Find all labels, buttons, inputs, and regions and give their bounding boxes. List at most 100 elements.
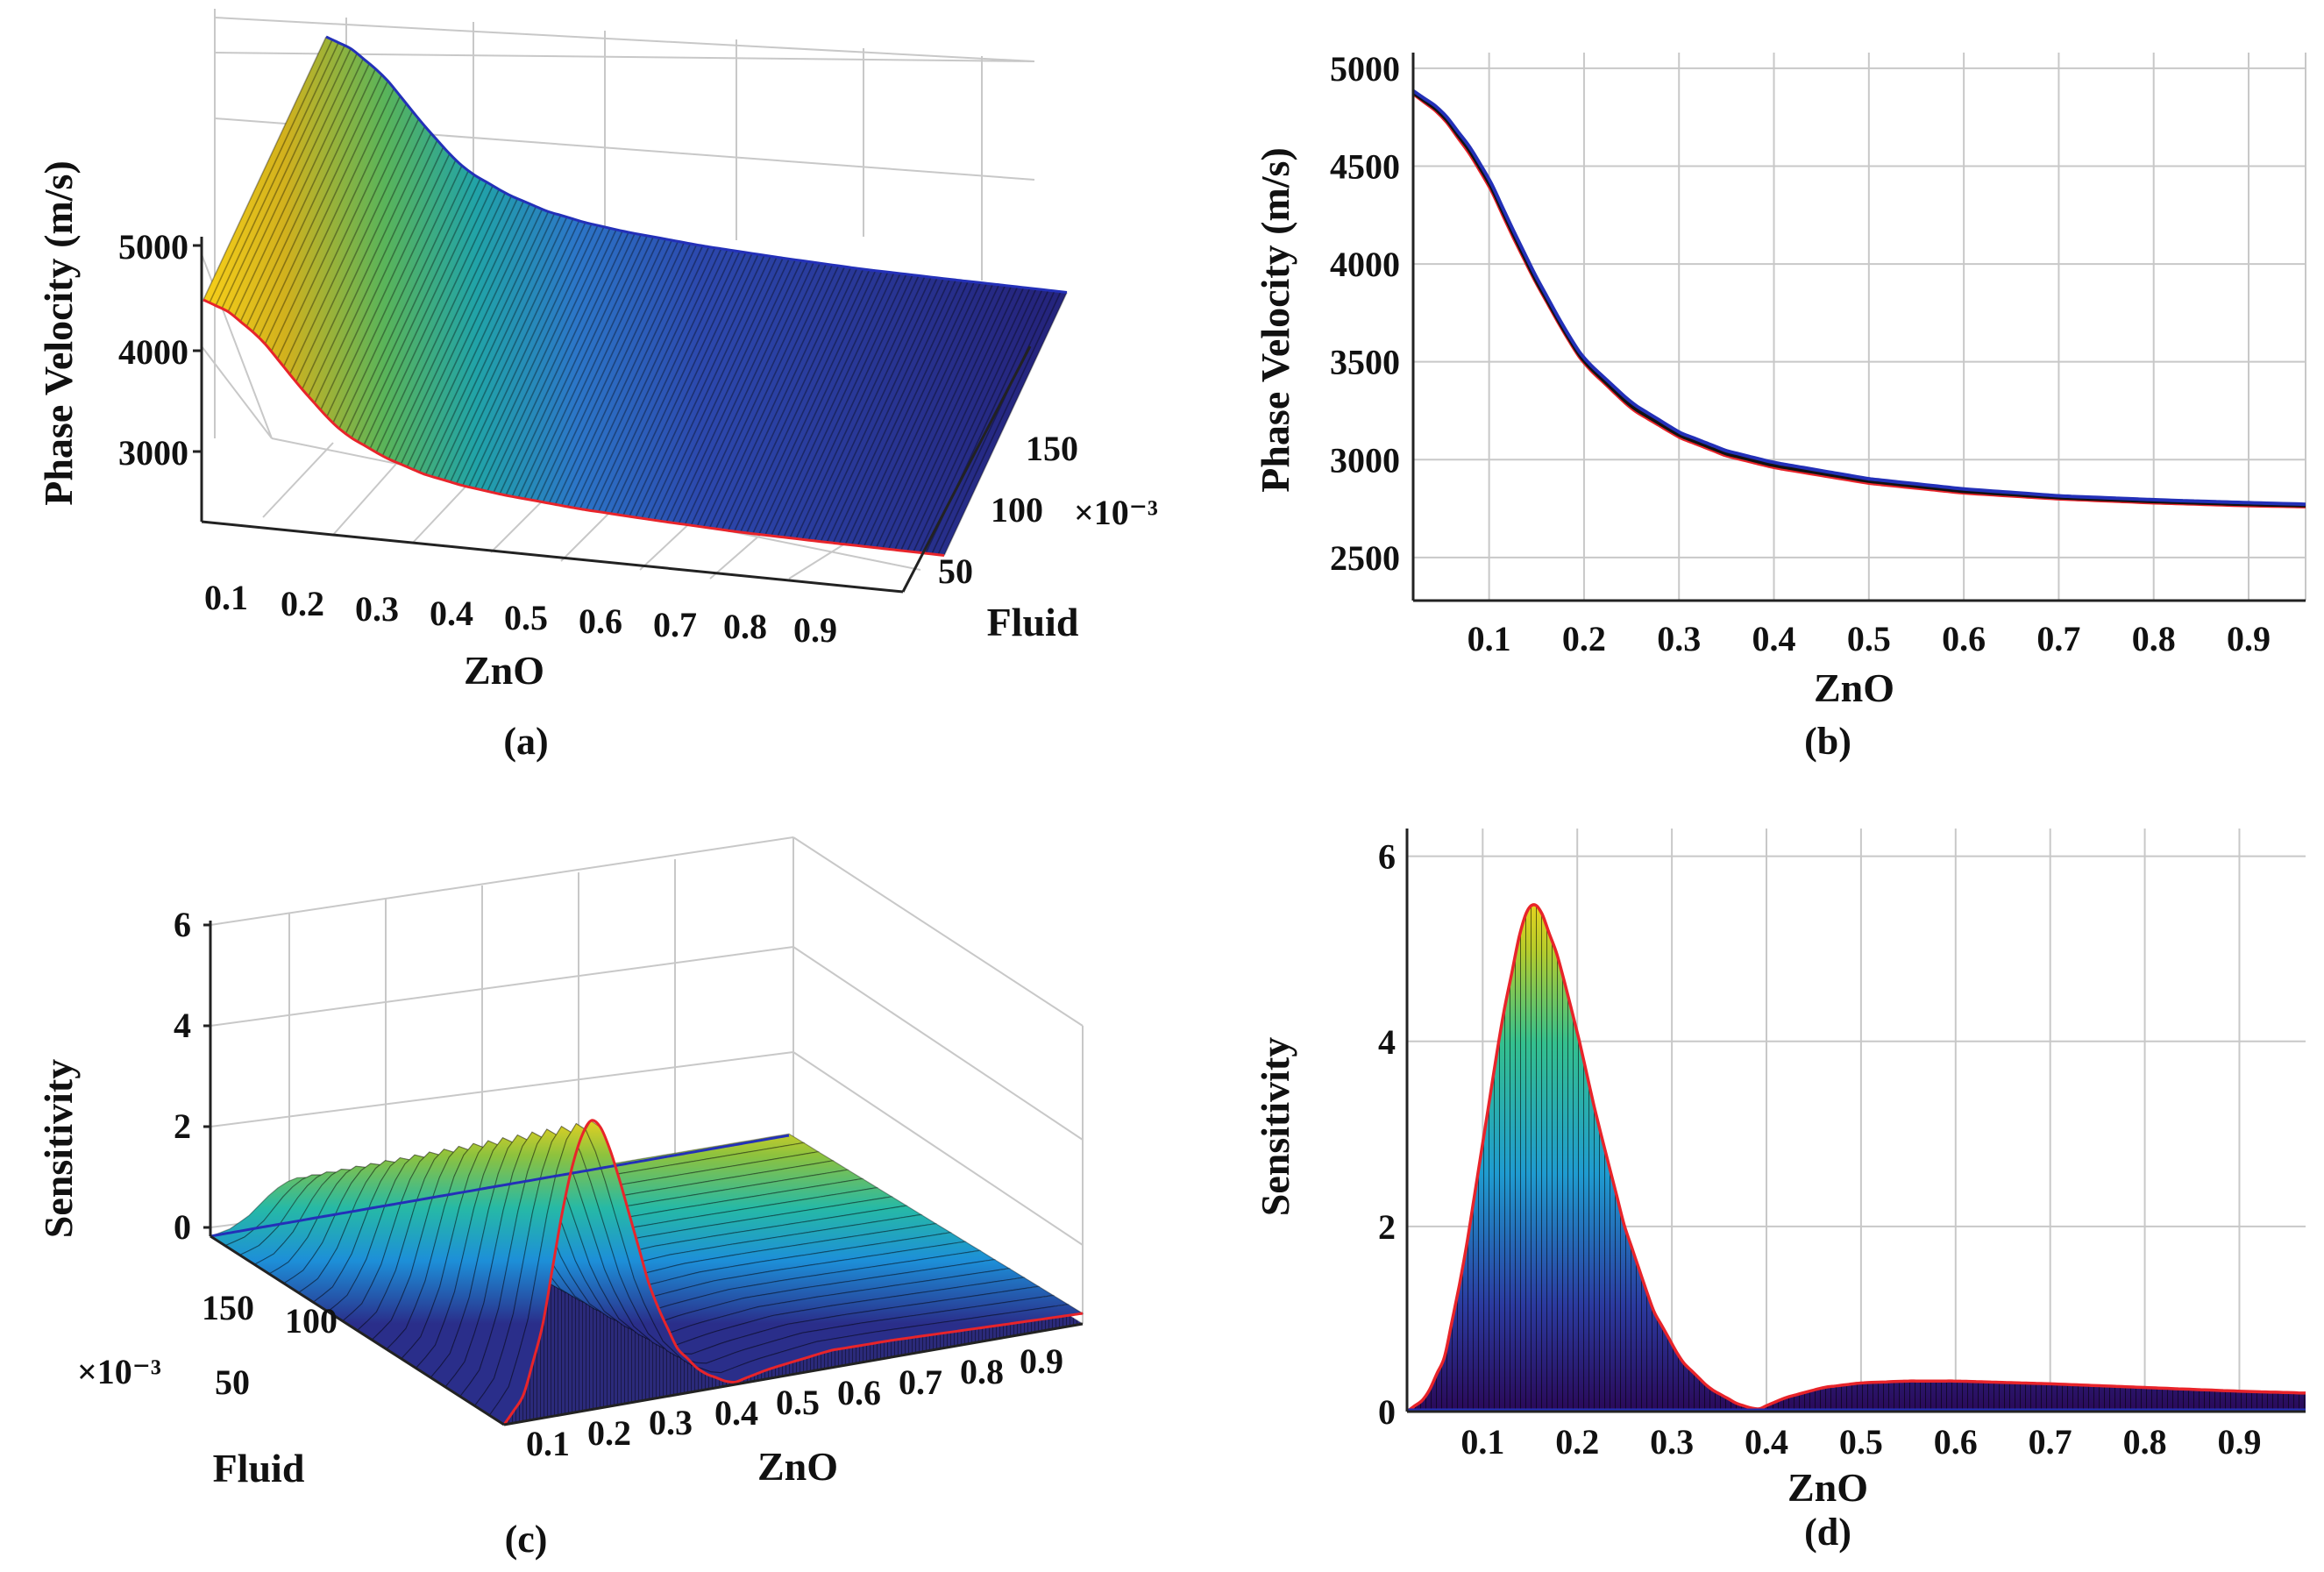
c-ztick-3: 6	[174, 905, 191, 944]
d-xtick-5: 0.6	[1934, 1422, 1978, 1462]
d-caption: (d)	[1804, 1511, 1851, 1554]
c-ztick-2: 4	[174, 1006, 191, 1045]
b-xlabel: ZnO	[1814, 665, 1894, 710]
panel-b-series	[1411, 89, 2306, 509]
d-ytick-0: 0	[1378, 1392, 1396, 1432]
c-xtick-6: 0.7	[899, 1362, 942, 1402]
b-caption: (b)	[1804, 720, 1851, 763]
c-surface-strip	[473, 1122, 1070, 1417]
d-xtick-7: 0.8	[2123, 1422, 2167, 1462]
b-xtick-1: 0.2	[1562, 619, 1606, 658]
a-xtick-3: 0.4	[430, 594, 473, 633]
panel-a-axes	[193, 237, 1032, 594]
d-ytick-1: 2	[1378, 1207, 1396, 1247]
a-zlabel: Phase Velocity (m/s)	[36, 160, 81, 506]
c-caption: (c)	[505, 1518, 548, 1561]
c-ytick-2: 150	[202, 1288, 254, 1327]
b-ytick-0: 2500	[1330, 538, 1400, 578]
a-surface-mesh	[203, 36, 1068, 556]
panel-d-series	[1405, 903, 2306, 1413]
c-ztick-1: 2	[174, 1106, 191, 1146]
b-xtick-6: 0.7	[2036, 619, 2080, 658]
d-xtick-6: 0.7	[2029, 1422, 2072, 1462]
panel-d-ticks: 0 2 4 6 0.1 0.2 0.3 0.4 0.5 0.6 0.7 0.8 …	[1378, 837, 2261, 1462]
c-ytick-1: 100	[285, 1301, 338, 1341]
c-xtick-7: 0.8	[960, 1352, 1004, 1391]
d-xtick-8: 0.9	[2217, 1422, 2261, 1462]
panel-b-axes	[1411, 53, 2306, 602]
b-ytick-5: 5000	[1330, 49, 1400, 89]
panel-c-ticks: 0 2 4 6 50 100 150 ×10⁻³ 0.1 0.2 0.3 0.4…	[77, 905, 1063, 1463]
panel-d-grid	[1407, 829, 2306, 1412]
b-ytick-2: 3500	[1330, 343, 1400, 382]
c-zlabel: Sensitivity	[36, 1059, 81, 1238]
a-ztick-0: 3000	[118, 433, 188, 473]
d-ytick-3: 6	[1378, 837, 1396, 877]
d-series-max	[1405, 903, 2306, 1413]
b-ytick-4: 4500	[1330, 146, 1400, 186]
a-xtick-5: 0.6	[579, 601, 622, 641]
a-xtick-7: 0.8	[723, 607, 767, 646]
c-xtick-2: 0.3	[649, 1403, 693, 1442]
a-xtick-0: 0.1	[204, 578, 248, 617]
panel-c-axes	[203, 921, 1084, 1426]
c-xtick-3: 0.4	[714, 1393, 758, 1433]
c-ytick-0: 50	[215, 1362, 250, 1402]
b-ytick-3: 4000	[1330, 245, 1400, 284]
d-xtick-3: 0.4	[1745, 1422, 1788, 1462]
a-caption: (a)	[503, 720, 548, 763]
d-xtick-4: 0.5	[1839, 1422, 1883, 1462]
a-ylabel: Fluid	[987, 600, 1079, 644]
d-ytick-2: 4	[1378, 1022, 1396, 1062]
d-xtick-0: 0.1	[1460, 1422, 1504, 1462]
d-xtick-1: 0.2	[1555, 1422, 1599, 1462]
a-ytick-0: 50	[938, 551, 973, 591]
a-xtick-6: 0.7	[653, 605, 697, 644]
c-back-edge	[210, 1134, 790, 1238]
c-ztick-0: 0	[174, 1207, 191, 1247]
a-front-edge	[203, 298, 945, 557]
b-ylabel: Phase Velocity (m/s)	[1253, 147, 1297, 493]
d-area-mesh	[1407, 904, 2306, 1412]
panel-b-ticks: 2500 3000 3500 4000 4500 5000 0.1 0.2 0.…	[1330, 49, 2271, 658]
c-xlabel: ZnO	[757, 1444, 838, 1489]
a-xlabel: ZnO	[464, 648, 544, 693]
c-xtick-5: 0.6	[837, 1373, 881, 1412]
c-surface-strip	[430, 1131, 1026, 1388]
b-xtick-2: 0.3	[1657, 619, 1701, 658]
panel-c-surface-plot: 0 2 4 6 50 100 150 ×10⁻³ 0.1 0.2 0.3 0.4…	[36, 836, 1084, 1561]
b-xtick-8: 0.9	[2227, 619, 2271, 658]
c-ylabel: Fluid	[213, 1446, 305, 1490]
c-xtick-0: 0.1	[526, 1424, 570, 1463]
a-xtick-2: 0.3	[355, 589, 399, 629]
a-xtick-4: 0.5	[504, 598, 548, 637]
d-xlabel: ZnO	[1787, 1465, 1868, 1510]
panel-a-surface	[203, 35, 1068, 557]
a-xtick-8: 0.9	[793, 610, 837, 650]
c-y-multiplier: ×10⁻³	[77, 1352, 161, 1391]
b-xtick-7: 0.8	[2132, 619, 2176, 658]
c-xtick-8: 0.9	[1020, 1341, 1063, 1381]
b-series-2	[1411, 89, 2306, 507]
b-ytick-1: 3000	[1330, 440, 1400, 480]
b-xtick-5: 0.6	[1942, 619, 1986, 658]
panel-b-line-plot: 2500 3000 3500 4000 4500 5000 0.1 0.2 0.…	[1253, 49, 2306, 763]
b-xtick-4: 0.5	[1847, 619, 1891, 658]
panel-d-axes	[1405, 829, 2306, 1413]
a-surface-fill	[203, 37, 1067, 556]
a-y-multiplier: ×10⁻³	[1074, 493, 1158, 532]
a-xtick-1: 0.2	[281, 584, 324, 623]
a-ytick-1: 100	[991, 490, 1043, 530]
panel-c-surface	[209, 1119, 1084, 1426]
c-surface-strip	[371, 1142, 967, 1350]
panel-a-surface-plot: 3000 4000 5000 0.1 0.2 0.3 0.4 0.5 0.6 0…	[36, 9, 1158, 763]
d-xtick-2: 0.3	[1650, 1422, 1694, 1462]
c-xtick-1: 0.2	[587, 1413, 631, 1453]
panel-b-grid	[1413, 53, 2306, 601]
c-xtick-4: 0.5	[776, 1383, 820, 1422]
a-back-edge	[325, 35, 1068, 294]
d-ylabel: Sensitivity	[1253, 1037, 1297, 1216]
a-ytick-2: 150	[1026, 429, 1078, 468]
c-front-edge	[502, 1119, 1084, 1426]
